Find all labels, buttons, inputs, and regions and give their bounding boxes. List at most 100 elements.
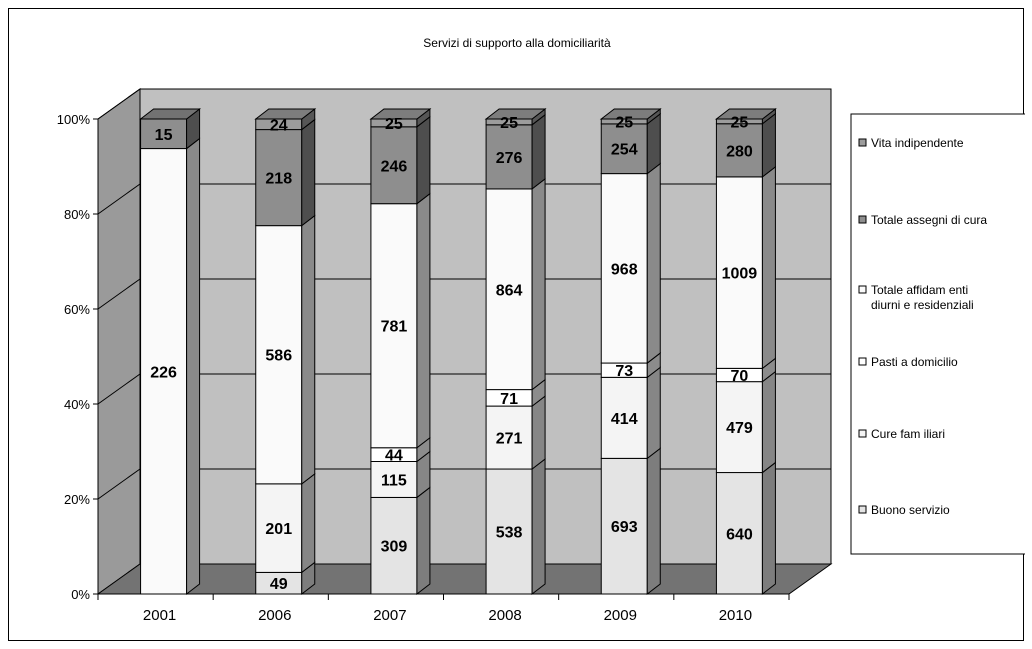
- legend-swatch: [858, 215, 867, 224]
- data-label: 280: [726, 143, 753, 160]
- data-label: 226: [150, 364, 177, 381]
- bar-segment-side: [416, 192, 431, 449]
- data-label: 115: [381, 472, 407, 489]
- legend-swatch: [858, 429, 867, 438]
- bar-segment: [485, 124, 533, 190]
- bar-group-2010: 640 479 70 1009 280 25: [714, 107, 777, 596]
- chart-frame: Servizi di supporto alla domiciliarità 0…: [8, 8, 1025, 641]
- y-tick-label: 0%: [71, 587, 90, 602]
- bar-segment: [715, 472, 763, 595]
- bar-segment-side: [761, 461, 776, 596]
- data-label: 25: [500, 115, 518, 132]
- bar-top: [369, 108, 432, 120]
- bar-segment-side: [301, 118, 316, 227]
- gridline-side: [97, 183, 141, 215]
- bar-segment-side: [646, 162, 661, 365]
- data-label: 246: [381, 158, 408, 175]
- data-label: 968: [611, 261, 638, 278]
- legend-label: Totale affidam enti: [871, 283, 968, 297]
- bar-segment-side: [301, 472, 316, 574]
- bar-group-2009: 693 414 73 968 254 25: [599, 107, 662, 596]
- data-label: 254: [611, 142, 638, 159]
- data-label: 414: [611, 411, 638, 428]
- bar-segment-side: [531, 113, 546, 190]
- bar-segment: [715, 381, 763, 474]
- bar-top: [599, 108, 662, 120]
- bar-segment-side: [646, 447, 661, 596]
- data-label: 640: [726, 526, 753, 543]
- y-tick-label: 60%: [64, 302, 90, 317]
- data-label: 15: [155, 127, 173, 144]
- bar-segment: [140, 148, 188, 595]
- bar-group-2006: 49 201 586 218 24: [254, 107, 317, 596]
- bar-segment-side: [531, 395, 546, 471]
- data-label: 864: [496, 282, 523, 299]
- x-tick-label: 2007: [373, 607, 406, 624]
- data-label: 25: [731, 114, 749, 131]
- x-tick-label: 2001: [143, 607, 176, 624]
- bar-segment: [715, 176, 763, 369]
- bar-segment: [600, 457, 648, 595]
- bar-segment: [255, 225, 303, 485]
- legend-label: Totale assegni di cura: [871, 213, 987, 227]
- bar-segment-side: [416, 115, 431, 205]
- data-label: 70: [731, 368, 749, 385]
- bar-top: [714, 108, 777, 120]
- bar-segment: [255, 483, 303, 573]
- bar-segment-side: [531, 458, 546, 596]
- bar-segment-side: [186, 137, 201, 596]
- legend-box: [850, 113, 1025, 555]
- data-label: 781: [381, 319, 408, 336]
- y-tick-label: 20%: [64, 492, 90, 507]
- legend-label: Pasti a domicilio: [871, 355, 958, 369]
- y-tick-label: 80%: [64, 207, 90, 222]
- data-label: 24: [270, 117, 288, 134]
- bar-segment-side: [301, 214, 316, 485]
- bar-segment-side: [416, 486, 431, 596]
- bar-group-2001: 226 15: [139, 107, 202, 596]
- legend-label: diurni e residenziali: [871, 298, 974, 312]
- x-tick-label: 2006: [258, 607, 291, 624]
- bar-top: [484, 108, 547, 120]
- bar-segment-side: [531, 177, 546, 391]
- legend-swatch: [858, 505, 867, 514]
- y-tick-label: 40%: [64, 397, 90, 412]
- bar-top: [254, 108, 317, 120]
- chart-title: Servizi di supporto alla domiciliarità: [423, 36, 611, 50]
- data-label: 218: [265, 171, 292, 188]
- bar-segment-side: [761, 370, 776, 474]
- data-label: 25: [615, 114, 633, 131]
- data-label: 1009: [722, 266, 758, 283]
- gridline-side: [97, 468, 141, 500]
- bar-segment-side: [761, 165, 776, 370]
- bar-group-2007: 309 115 44 781 246 25: [369, 107, 432, 596]
- bar-top: [139, 108, 202, 120]
- legend-swatch: [858, 285, 867, 294]
- data-label: 73: [615, 363, 633, 380]
- bar-segment-side: [761, 112, 776, 178]
- data-label: 586: [265, 348, 292, 365]
- data-label: 44: [385, 448, 403, 465]
- x-tick-label: 2009: [604, 607, 637, 624]
- bar-segment: [485, 468, 533, 595]
- bar-segment: [140, 118, 188, 150]
- stacked-bar-chart: 0% 20% 40% 60% 80% 100% 226 15 2001 49 201 586 218 24…: [57, 88, 1025, 624]
- legend-label: Cure fam iliari: [871, 427, 945, 441]
- data-label: 271: [496, 431, 523, 448]
- data-label: 309: [381, 539, 408, 556]
- data-label: 71: [500, 391, 518, 408]
- data-label: 693: [611, 519, 638, 536]
- data-label: 201: [265, 521, 292, 538]
- data-label: 276: [496, 150, 523, 167]
- data-label: 538: [496, 525, 523, 542]
- gridline-side: [97, 88, 141, 120]
- bar-group-2008: 538 271 71 864 276 25: [484, 107, 547, 596]
- data-label: 49: [270, 576, 288, 593]
- x-tick-label: 2010: [719, 607, 752, 624]
- bar-segment: [370, 203, 418, 449]
- x-tick-label: 2008: [488, 607, 521, 624]
- legend-label: Buono servizio: [871, 503, 950, 517]
- bar-segment: [600, 376, 648, 459]
- side-wall: [97, 88, 141, 595]
- bar-segment: [485, 405, 533, 470]
